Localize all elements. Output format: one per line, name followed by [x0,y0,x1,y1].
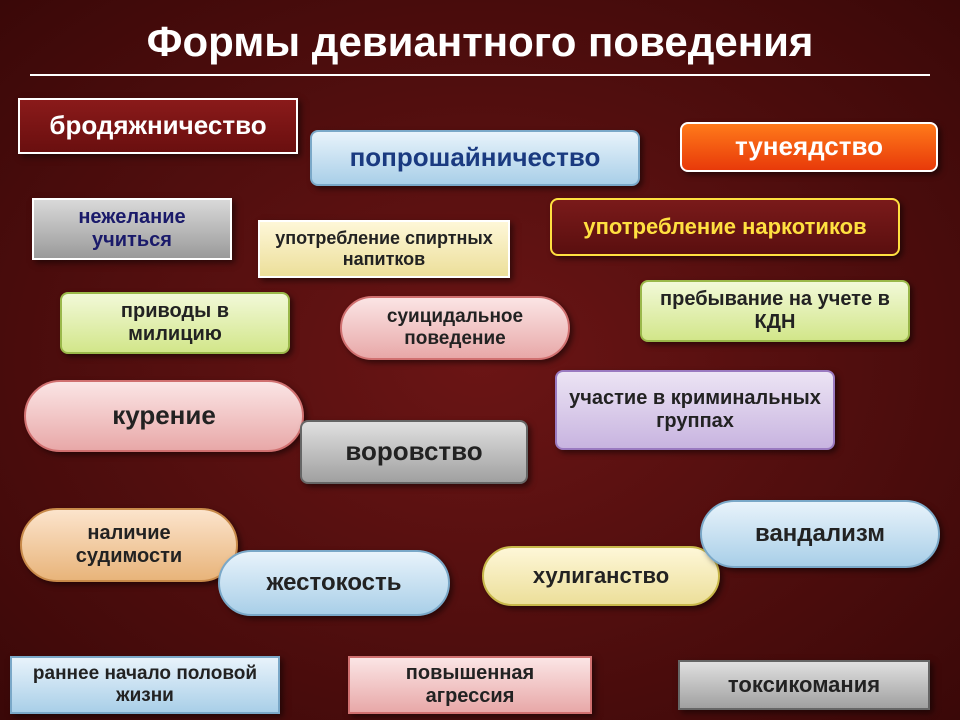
item-label: бродяжничество [49,111,266,141]
item-suicide: суицидальное поведение [340,296,570,360]
item-label: жестокость [266,569,401,597]
item-alcohol: употребление спиртных напитков [258,220,510,278]
item-label: употребление наркотиков [583,214,866,239]
item-label: курение [112,401,216,431]
item-hooliganism: хулиганство [482,546,720,606]
item-vagrancy: бродяжничество [18,98,298,154]
item-drugs: употребление наркотиков [550,198,900,256]
item-cruelty: жестокость [218,550,450,616]
item-label: хулиганство [533,563,669,588]
item-label: употребление спиртных напитков [270,228,498,269]
item-label: суицидальное поведение [352,306,558,350]
item-criminal: участие в криминальных группах [555,370,835,450]
item-label: повышенная агрессия [360,662,580,708]
item-label: раннее начало половой жизни [22,663,268,707]
item-label: вандализм [755,520,885,548]
title-text: Формы девиантного поведения [147,18,814,65]
item-parasitism: тунеядство [680,122,938,172]
item-smoking: курение [24,380,304,452]
item-label: токсикомания [728,672,880,697]
item-label: пребывание на учете в КДН [652,288,898,334]
item-label: тунеядство [735,132,883,162]
item-label: наличие судимости [32,522,226,568]
item-early-sex: раннее начало половой жизни [10,656,280,714]
item-vandalism: вандализм [700,500,940,568]
slide-title: Формы девиантного поведения [30,18,930,76]
item-kdn: пребывание на учете в КДН [640,280,910,342]
item-begging: попрошайничество [310,130,640,186]
item-label: нежелание учиться [44,206,220,252]
item-theft: воровство [300,420,528,484]
item-label: приводы в милицию [72,300,278,346]
item-no-study: нежелание учиться [32,198,232,260]
item-label: воровство [345,437,482,467]
item-police: приводы в милицию [60,292,290,354]
item-aggression: повышенная агрессия [348,656,592,714]
item-label: попрошайничество [350,143,601,173]
item-toxic: токсикомания [678,660,930,710]
item-label: участие в криминальных группах [567,387,823,433]
item-conviction: наличие судимости [20,508,238,582]
